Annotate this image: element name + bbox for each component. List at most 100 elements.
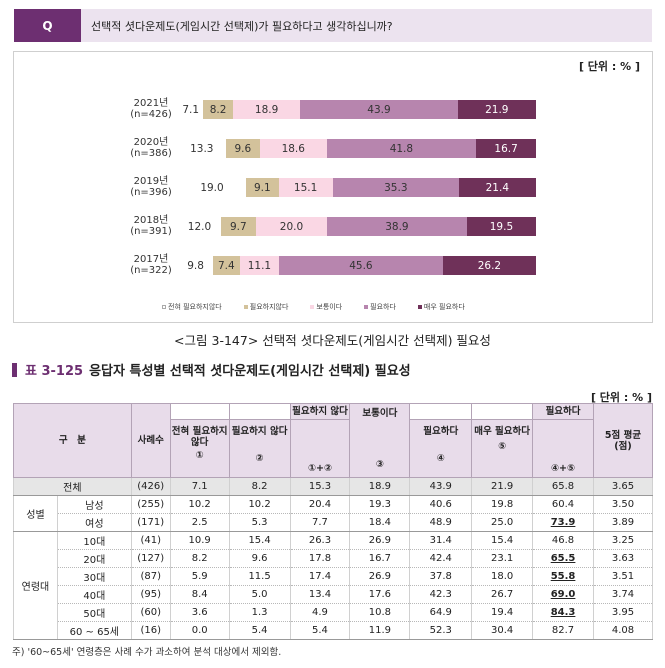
table-cell: 5.4 — [289, 621, 351, 640]
row-label: 40대 — [56, 585, 132, 604]
row-label: 50대 — [56, 603, 132, 622]
table-cell: (95) — [130, 585, 171, 604]
table-cell: 18.4 — [349, 513, 411, 532]
table-cell: 19.3 — [349, 495, 411, 514]
header-needed: 필요하다 ④ — [409, 419, 473, 478]
table-cell: 0.0 — [169, 621, 230, 640]
chart-bar-segment: 21.4 — [459, 178, 536, 197]
legend-swatch — [162, 305, 166, 309]
table-cell: 15.3 — [289, 477, 351, 496]
table-cell: 30.4 — [471, 621, 534, 640]
table-cell: (87) — [130, 567, 171, 586]
table-cell: (426) — [130, 477, 171, 496]
header-blank-4 — [471, 403, 534, 420]
highlight-value: 65.5 — [550, 553, 576, 564]
table-row: 40대 (95) 8.4 5.0 13.4 17.6 42.3 26.7 69.0 3.74 — [14, 585, 653, 604]
highlight-value: 84.3 — [550, 607, 576, 618]
header-very-needed: 매우 필요하다 ⑤ — [471, 419, 534, 478]
chart-bar-segment: 15.1 — [278, 178, 333, 197]
table-cell: 43.9 — [409, 477, 473, 496]
chart-bar-segment: 19.5 — [466, 217, 537, 236]
table-cell: 7.7 — [289, 513, 351, 532]
legend-item: 필요하다 — [364, 302, 396, 312]
table-cell: 17.4 — [289, 567, 351, 586]
table-cell: 73.9 — [532, 513, 594, 532]
table-cell: (60) — [130, 603, 171, 622]
header-avg: 5점 평균 (점) — [593, 403, 653, 478]
chart-bar-segment: 41.8 — [326, 139, 477, 158]
table-cell: 26.9 — [349, 567, 411, 586]
highlight-value: 73.9 — [550, 517, 576, 528]
chart-unit-label: [ 단위 : % ] — [578, 60, 640, 73]
table-row: 성별 남성 (255) 10.2 10.2 20.4 19.3 40.6 19.8 60.4 3.5… — [13, 495, 653, 532]
chart-bar-segment: 35.3 — [332, 178, 459, 197]
table-cell: 3.25 — [593, 531, 653, 550]
chart-category-label: 2020년 (n=386) — [118, 137, 184, 159]
table-cell: 11.9 — [349, 621, 411, 640]
legend-item: 매우 필요하다 — [417, 302, 465, 312]
row-label: 여성 — [56, 513, 132, 532]
row-label: 남성 — [56, 495, 132, 514]
table-cell: 65.5 — [532, 549, 594, 568]
table-cell: 16.7 — [349, 549, 411, 568]
table-cell: 17.6 — [349, 585, 411, 604]
legend-label: 전혀 필요하지않다 — [168, 303, 222, 311]
table-cell: 26.3 — [289, 531, 351, 550]
category-year: 2018년 — [133, 215, 169, 226]
table-cell: 40.6 — [409, 495, 473, 514]
header-not-needed-sum: 필요하지 않다 — [289, 403, 351, 420]
table-cell: 20.4 — [289, 495, 351, 514]
chart-bar-segment: 26.2 — [442, 256, 537, 275]
category-n: (n=386) — [130, 148, 172, 159]
table-cell: 5.3 — [228, 513, 291, 532]
table-row: 30대 (87) 5.9 11.5 17.4 26.9 37.8 18.0 55.8 3.51 — [14, 567, 653, 586]
table-cell: 42.3 — [409, 585, 473, 604]
chart-bar-segment: 19.0 — [178, 178, 247, 197]
table-row: 연령대 10대 (41) 10.9 15.4 26.3 26.9 31.4 15.4 46.8 3.… — [13, 531, 653, 640]
chart-bar-segment: 9.6 — [225, 139, 260, 158]
table-cell: 18.0 — [471, 567, 534, 586]
chart-bar-segment: 45.6 — [279, 256, 443, 275]
table-cell: 37.8 — [409, 567, 473, 586]
header-very-needed-label: 매우 필요하다 — [474, 426, 531, 437]
header-not-no: ② — [255, 453, 264, 464]
chart-bar-segment: 7.1 — [178, 100, 204, 119]
chart-bar-segment: 9.1 — [246, 178, 279, 197]
legend-label: 매우 필요하다 — [423, 303, 465, 311]
chart-bar-segment: 20.0 — [255, 217, 328, 236]
header-sum12: ①+② — [289, 419, 351, 478]
chart-category-label: 2019년 (n=396) — [118, 176, 184, 198]
table-cell: 9.6 — [228, 549, 291, 568]
result-table: 구 분 사례수 필요하지 않다 보통이다 ③ 필요하다 5점 평균 (점) 전혀… — [13, 403, 653, 640]
table-cell: 10.8 — [349, 603, 411, 622]
table-cell: 11.5 — [228, 567, 291, 586]
table-cell: 52.3 — [409, 621, 473, 640]
table-cell: (16) — [130, 621, 171, 640]
table-unit-label: [ 단위 : % ] — [590, 391, 652, 404]
row-label: 30대 — [56, 567, 132, 586]
table-cell: 7.1 — [169, 477, 230, 496]
table-cell: 15.4 — [471, 531, 534, 550]
legend-swatch — [417, 305, 422, 309]
header-needed-label: 필요하다 — [423, 426, 459, 437]
chart-bar-segment: 18.9 — [232, 100, 301, 119]
chart-bar-row: 13.3 9.6 18.6 41.8 16.7 — [178, 139, 536, 158]
table-cell: 48.9 — [409, 513, 473, 532]
table-cell: 23.1 — [471, 549, 534, 568]
table-cell: 13.4 — [289, 585, 351, 604]
footnote: 주) '60~65세' 연령층은 사례 수가 과소하여 분석 대상에서 제외함. — [12, 647, 282, 658]
header-neutral-no: ③ — [375, 459, 384, 470]
table-number: 표 3-125 — [25, 364, 84, 379]
table-cell: 10.9 — [169, 531, 230, 550]
table-cell: 3.50 — [593, 495, 653, 514]
chart-bar-row: 19.0 9.1 15.1 35.3 21.4 — [178, 178, 536, 197]
chart-panel: [ 단위 : % ] 2021년 (n=426) 7.1 8.2 18.9 43.9 21.… — [13, 51, 653, 323]
table-body: 전체 (426) 7.1 8.2 15.3 18.9 43.9 21.9 65.8 3.65 성별 남… — [13, 477, 653, 640]
header-blank-2 — [228, 403, 291, 420]
header-not-label: 필요하지 않다 — [231, 426, 288, 437]
chart-bar-segment: 7.4 — [213, 256, 240, 275]
chart-bar-segment: 11.1 — [239, 256, 280, 275]
chart-category-label: 2018년 (n=391) — [118, 215, 184, 237]
chart-category-label: 2021년 (n=426) — [118, 98, 184, 120]
row-label: 60 ~ 65세 — [56, 621, 132, 640]
